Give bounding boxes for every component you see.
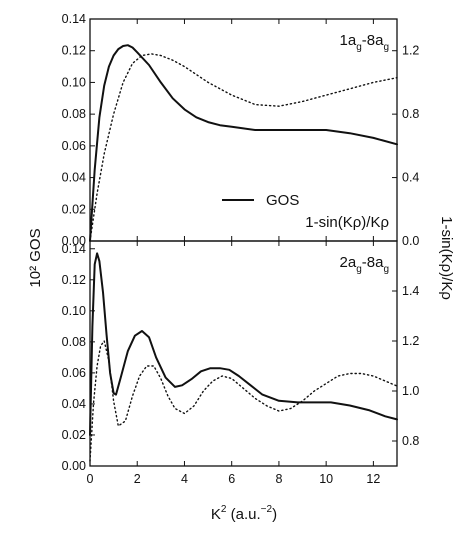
bottom-left-y-tick-label: 0.06 xyxy=(62,366,86,380)
x-tick-label: 8 xyxy=(275,472,282,486)
top-left-y-tick-label: 0.02 xyxy=(62,202,86,216)
top-right-y-tick-label: 0.8 xyxy=(402,107,419,121)
x-tick-label: 0 xyxy=(87,472,94,486)
top-left-y-tick-label: 0.10 xyxy=(62,75,86,89)
bottom-right-y-tick-label: 1.0 xyxy=(402,384,419,398)
bottom-plot-frame xyxy=(89,240,398,467)
bottom-right-y-tick-label: 0.8 xyxy=(402,434,419,448)
bottom-left-y-tick-label: 0.02 xyxy=(62,428,86,442)
bottom-panel: 0 2 4 6 8 10 12 0.00 0.02 0.04 0.06 0.08 0.10 0.12 0.1… xyxy=(62,240,419,486)
x-axis-title-sup1: 2 xyxy=(221,504,227,515)
top-panel: 0.00 0.02 0.04 0.06 0.08 0.10 0.12 0.14 0.0 0.4 0.… xyxy=(62,12,420,248)
left-axis-title: 10² GOS xyxy=(27,228,44,287)
bottom-right-y-tick-label: 1.4 xyxy=(402,284,419,298)
bottom-left-y-tick-label: 0.10 xyxy=(62,304,86,318)
top-panel-label-part: g xyxy=(383,42,389,53)
bottom-dotted-series-line xyxy=(89,340,398,462)
top-left-y-tick-label: 0.08 xyxy=(62,107,86,121)
top-left-y-tick-label: 0.14 xyxy=(62,12,86,26)
bottom-panel-label-part: 2a xyxy=(340,254,357,271)
x-tick-label: 10 xyxy=(319,472,333,486)
bottom-right-y-tick-label: 1.2 xyxy=(402,334,419,348)
top-left-y-tick-label: 0.06 xyxy=(62,139,86,153)
top-left-y-tick-label: 0.04 xyxy=(62,171,86,185)
x-axis-title-main: K xyxy=(211,506,221,523)
x-axis-title-sup2: −2 xyxy=(261,504,273,515)
bottom-panel-label-part: -8a xyxy=(362,254,384,271)
x-axis-title: K2 (a.u.−2) xyxy=(211,504,277,523)
top-panel-label-part: 1a xyxy=(340,32,357,49)
top-panel-label-part: g xyxy=(356,42,362,53)
bottom-panel-label-part: g xyxy=(356,264,362,275)
bottom-panel-label: 2ag-8ag xyxy=(340,254,390,275)
top-dotted-series-line xyxy=(89,53,398,242)
x-tick-label: 6 xyxy=(228,472,235,486)
legend-label: 1-sin(Kρ)/Kρ xyxy=(305,214,389,231)
top-right-y-tick-label: 0.4 xyxy=(402,171,419,185)
x-axis-title-mid: (a.u. xyxy=(226,506,260,523)
top-solid-series-line xyxy=(89,44,398,242)
bottom-solid-series-line xyxy=(89,252,398,436)
x-axis-title-end: ) xyxy=(272,506,277,523)
top-left-y-tick-label: 0.12 xyxy=(62,44,86,58)
bottom-left-y-tick-label: 0.14 xyxy=(62,242,86,256)
bottom-panel-label-part: g xyxy=(383,264,389,275)
x-tick-label: 2 xyxy=(134,472,141,486)
top-right-y-tick-label: 1.2 xyxy=(402,44,419,58)
right-axis-title: 1-sin(Kρ)/Kρ xyxy=(438,216,455,300)
legend-label: GOS xyxy=(266,192,299,209)
top-left-y-tick-label: 0.00 xyxy=(62,234,86,248)
bottom-left-y-tick-label: 0.08 xyxy=(62,335,86,349)
top-right-y-tick-label: 0.0 xyxy=(402,234,419,248)
top-panel-label-part: -8a xyxy=(362,32,384,49)
top-panel-label: 1ag-8ag xyxy=(340,32,390,53)
bottom-left-y-tick-label: 0.12 xyxy=(62,273,86,287)
x-tick-label: 4 xyxy=(181,472,188,486)
x-tick-label: 12 xyxy=(366,472,380,486)
bottom-left-y-tick-label: 0.04 xyxy=(62,397,86,411)
bottom-left-y-tick-label: 0.00 xyxy=(62,459,86,473)
